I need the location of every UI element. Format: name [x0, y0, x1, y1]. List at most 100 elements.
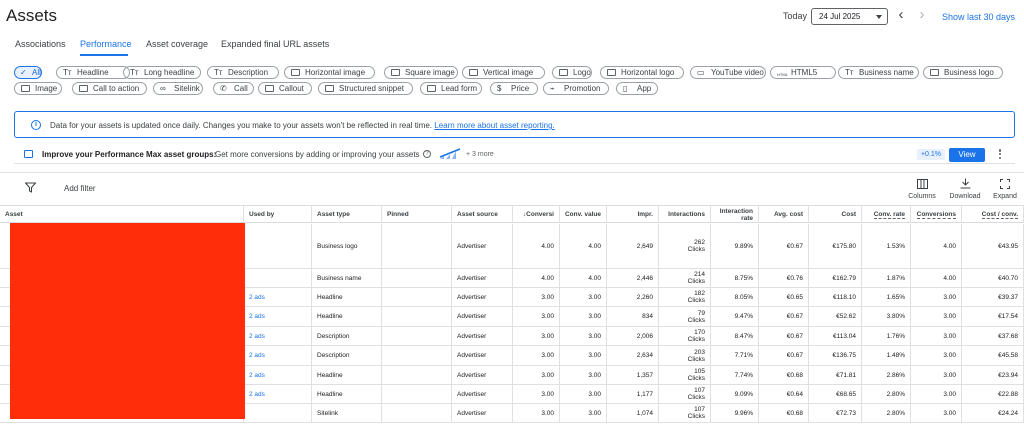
banner-message: Data for your assets is updated once dai…	[50, 121, 433, 130]
cell-used-by[interactable]: 2 ads	[244, 307, 312, 326]
filter-toolbar: Add filter Columns Download Expand	[0, 172, 1024, 204]
help-icon[interactable]: ?	[423, 150, 431, 158]
filter-icon[interactable]	[25, 182, 36, 193]
chip-price[interactable]: $ Price	[490, 82, 538, 95]
chip-call[interactable]: ✆ Call	[213, 82, 254, 95]
cell-used-by[interactable]: 2 ads	[244, 327, 312, 345]
column-header-interaction-rate[interactable]: Interaction rate	[711, 206, 759, 223]
expand-button[interactable]: Expand	[985, 178, 1024, 200]
more-suggestions[interactable]: + 3 more	[466, 151, 494, 158]
learn-more-link[interactable]: Learn more about asset reporting.	[434, 121, 555, 130]
chip-business-name[interactable]: Tт Business name	[838, 66, 919, 79]
chip-label: Description	[228, 68, 269, 77]
cell-avg-cost: €0.68	[759, 366, 809, 384]
cell-avg-cost: €0.65	[759, 288, 809, 306]
column-header-used-by[interactable]: Used by	[244, 206, 312, 223]
view-button[interactable]: View	[949, 148, 985, 162]
chip-sitelink[interactable]: ∞ Sitelink	[153, 82, 203, 95]
chevron-right-icon[interactable]: ›	[919, 6, 925, 23]
assets-table: Asset Used by Asset type Pinned Asset source…	[0, 205, 1024, 424]
cell-int-rate: 8.75%	[711, 269, 759, 287]
chip-label: Price	[511, 84, 530, 93]
add-filter-button[interactable]: Add filter	[64, 184, 96, 193]
chevron-left-icon[interactable]: ‹	[898, 6, 904, 23]
today-label: Today	[783, 11, 808, 21]
table-row[interactable]: 2 ads Description Advertiser 3.00 3.00 2,006 1…	[0, 327, 1024, 346]
chip-horizontal-logo[interactable]: Horizontal logo	[600, 66, 684, 79]
column-header-label: Avg. cost	[773, 211, 803, 218]
cell-used-by[interactable]: 2 ads	[244, 288, 312, 306]
chip-html5[interactable]: HTML HTML5	[770, 66, 836, 79]
column-header-cost-conv[interactable]: Cost / conv.	[962, 206, 1024, 223]
cell-used-by[interactable]: 2 ads	[244, 385, 312, 403]
table-row[interactable]: 2 ads Description Advertiser 3.00 3.00 2,634 2…	[0, 346, 1024, 366]
column-header-conversions[interactable]: Conversions	[911, 206, 962, 223]
column-header-conversi[interactable]: ↓ Conversi	[513, 206, 560, 223]
cell-conversions: 3.00	[911, 307, 962, 326]
column-header-label: Asset type	[317, 211, 350, 218]
chip-vertical-image[interactable]: Vertical image	[462, 66, 545, 79]
chip-call-to-action[interactable]: Call to action	[72, 82, 147, 95]
table-row[interactable]: Sitelink Advertiser 3.00 3.00 1,074 107 Clicks…	[0, 404, 1024, 423]
text-icon: Tт	[130, 68, 139, 77]
table-row[interactable]: 2 ads Headline Advertiser 3.00 3.00 2,260 182 C…	[0, 288, 1024, 307]
column-header-pinned[interactable]: Pinned	[382, 206, 452, 223]
column-header-interactions[interactable]: Interactions	[659, 206, 711, 223]
column-header-cost[interactable]: Cost	[809, 206, 862, 223]
chip-long-headline[interactable]: Tт Long headline	[123, 66, 201, 79]
tab-performance[interactable]: Performance	[80, 39, 132, 49]
chip-headline[interactable]: Tт Headline	[56, 66, 130, 79]
chip-image[interactable]: Image	[14, 82, 62, 95]
cell-pinned	[382, 404, 452, 422]
chip-structured-snippet[interactable]: Structured snippet	[318, 82, 413, 95]
column-header-label: Cost	[841, 211, 856, 218]
column-header-label: Impr.	[637, 211, 653, 218]
chip-all[interactable]: ✓ All	[14, 66, 42, 79]
table-row[interactable]: Business logo Advertiser 4.00 4.00 2,649 262 C…	[0, 224, 1024, 269]
image-icon	[930, 69, 939, 76]
phone-icon: ✆	[220, 84, 227, 93]
column-header-asset-type[interactable]: Asset type	[312, 206, 382, 223]
chip-youtube-video[interactable]: ▭ YouTube video	[690, 66, 766, 79]
page-title: Assets	[6, 6, 58, 25]
chip-horizontal-image[interactable]: Horizontal image	[284, 66, 375, 79]
chip-square-image[interactable]: Square image	[384, 66, 458, 79]
table-row[interactable]: 2 ads Headline Advertiser 3.00 3.00 1,357 105 C…	[0, 366, 1024, 385]
chip-label: HTML5	[791, 68, 818, 77]
cell-conv-rate: 1.65%	[862, 288, 911, 306]
date-selector[interactable]: 24 Jul 2025	[811, 8, 888, 25]
chip-lead-form[interactable]: Lead form	[420, 82, 482, 95]
cell-pinned	[382, 385, 452, 403]
chip-label: Business name	[859, 68, 914, 77]
column-header-conv-rate[interactable]: Conv. rate	[862, 206, 911, 223]
chip-logo[interactable]: Logo	[552, 66, 592, 79]
column-header-impr[interactable]: Impr.	[607, 206, 659, 223]
column-header-avg-cost[interactable]: Avg. cost	[759, 206, 809, 223]
columns-button[interactable]: Columns	[902, 178, 942, 200]
chip-description[interactable]: Tт Description	[207, 66, 279, 79]
tab-asset-coverage[interactable]: Asset coverage	[146, 39, 209, 49]
active-tab-indicator	[80, 54, 128, 56]
chip-app[interactable]: ▯ App	[616, 82, 658, 95]
cell-interactions: 107 Clicks	[659, 385, 711, 403]
cell-cost: €162.79	[809, 269, 862, 287]
column-header-label: Conversions	[916, 210, 956, 219]
more-vert-icon[interactable]	[997, 148, 1003, 162]
cell-type: Business name	[312, 269, 382, 287]
column-header-asset-source[interactable]: Asset source	[452, 206, 513, 223]
cell-conversions: 3.00	[911, 366, 962, 384]
column-header-asset[interactable]: Asset	[0, 206, 244, 223]
cell-used-by[interactable]: 2 ads	[244, 346, 312, 365]
chip-business-logo[interactable]: Business logo	[923, 66, 1003, 79]
download-button[interactable]: Download	[945, 178, 985, 200]
table-row[interactable]: 2 ads Headline Advertiser 3.00 3.00 834 79 Clic…	[0, 307, 1024, 327]
column-header-conv-value[interactable]: Conv. value	[560, 206, 607, 223]
chip-promotion[interactable]: ⌁ Promotion	[543, 82, 609, 95]
show-last-30-days-link[interactable]: Show last 30 days	[942, 12, 1016, 22]
chip-callout[interactable]: Callout	[258, 82, 312, 95]
cell-used-by	[244, 269, 312, 287]
cell-impr: 834	[607, 307, 659, 326]
tab-expanded-final-url-assets[interactable]: Expanded final URL assets	[221, 39, 330, 49]
tab-associations[interactable]: Associations	[15, 39, 66, 49]
cell-used-by[interactable]: 2 ads	[244, 366, 312, 384]
